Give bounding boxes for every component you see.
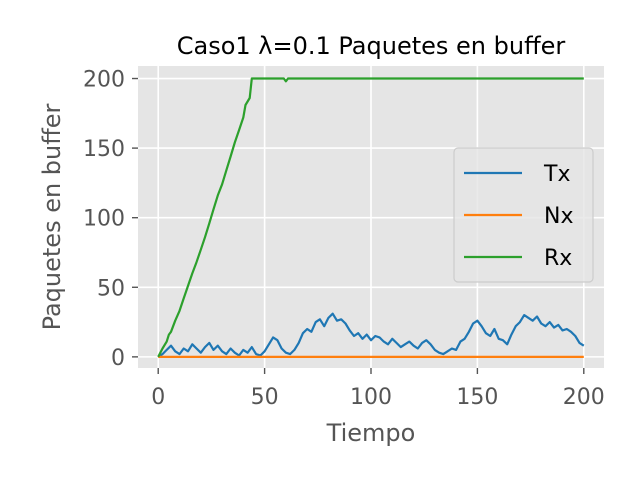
series-group [157, 77, 585, 358]
y-tick-label: 100 [83, 207, 125, 232]
x-tick-label: 50 [251, 385, 279, 410]
legend: Tx Nx Rx [453, 147, 594, 283]
y-tick-label: 50 [97, 276, 125, 301]
series-line-rx [157, 77, 584, 358]
x-axis-label: Tiempo [326, 419, 416, 447]
legend-label-tx: Tx [543, 162, 570, 187]
legend-box [453, 147, 594, 283]
y-tick-label: 150 [83, 137, 125, 162]
legend-label-nx: Nx [544, 204, 573, 229]
series-line-tx [157, 312, 585, 358]
x-tick-label: 0 [151, 385, 165, 410]
x-tick-label: 200 [563, 385, 605, 410]
axis-ticks: 0 50 100 150 200 0 50 100 150 200 [83, 68, 605, 410]
y-axis-label: Paquetes en buffer [38, 103, 66, 330]
y-tick-label: 0 [111, 346, 125, 371]
y-tick-label: 200 [83, 68, 125, 93]
legend-label-rx: Rx [544, 246, 572, 271]
x-tick-label: 150 [456, 385, 498, 410]
chart-title: Caso1 λ=0.1 Paquetes en buffer [177, 32, 566, 60]
x-tick-label: 100 [350, 385, 392, 410]
